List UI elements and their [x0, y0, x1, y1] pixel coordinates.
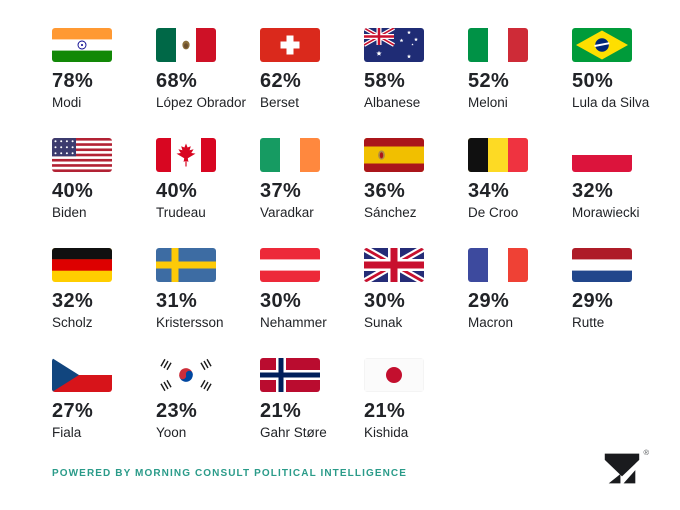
leader-name: Yoon	[156, 425, 187, 440]
leader-name: Lula da Silva	[572, 95, 650, 110]
flag-australia-icon	[364, 28, 424, 62]
leader-cell: 31% Kristersson	[156, 248, 260, 358]
leader-cell: 68% López Obrador	[156, 28, 260, 138]
flag-ireland-icon	[260, 138, 320, 172]
approval-percentage: 37%	[260, 180, 302, 202]
flag-spain-icon	[364, 138, 424, 172]
leader-cell: 27% Fiala	[52, 358, 156, 468]
flag-uk-icon	[364, 248, 424, 282]
flag-sweden-icon	[156, 248, 216, 282]
leader-cell: 29% Rutte	[572, 248, 676, 358]
flag-norway-icon	[260, 358, 320, 392]
leader-cell: 21% Kishida	[364, 358, 468, 468]
approval-percentage: 34%	[468, 180, 510, 202]
leader-cell: 40% Biden	[52, 138, 156, 248]
flag-india-icon	[52, 28, 112, 62]
approval-percentage: 52%	[468, 70, 510, 92]
approval-percentage: 29%	[468, 290, 510, 312]
leader-name: Kishida	[364, 425, 409, 440]
flag-switzerland-icon	[260, 28, 320, 62]
leader-cell: 36% Sánchez	[364, 138, 468, 248]
registered-trademark: ®	[643, 448, 649, 457]
flag-italy-icon	[468, 28, 528, 62]
leader-name: Biden	[52, 205, 87, 220]
leader-cell: 62% Berset	[260, 28, 364, 138]
leader-cell: 58% Albanese	[364, 28, 468, 138]
approval-percentage: 62%	[260, 70, 302, 92]
flag-belgium-icon	[468, 138, 528, 172]
flag-south-korea-icon	[156, 358, 216, 392]
leader-cell: 21% Gahr Støre	[260, 358, 364, 468]
approval-percentage: 32%	[572, 180, 614, 202]
approval-percentage: 58%	[364, 70, 406, 92]
leader-name: López Obrador	[156, 95, 247, 110]
approval-percentage: 30%	[260, 290, 302, 312]
flag-poland-icon	[572, 138, 632, 172]
leader-name: Sunak	[364, 315, 403, 330]
leader-name: Nehammer	[260, 315, 327, 330]
leader-name: Albanese	[364, 95, 421, 110]
leader-name: Gahr Støre	[260, 425, 327, 440]
leader-name: Fiala	[52, 425, 82, 440]
flag-austria-icon	[260, 248, 320, 282]
approval-percentage: 23%	[156, 400, 198, 422]
morning-consult-m-icon	[604, 453, 640, 484]
leader-cell: 52% Meloni	[468, 28, 572, 138]
leader-cell: 34% De Croo	[468, 138, 572, 248]
leader-name: Trudeau	[156, 205, 206, 220]
approval-percentage: 27%	[52, 400, 94, 422]
leader-name: Meloni	[468, 95, 508, 110]
leader-cell: 78% Modi	[52, 28, 156, 138]
flag-canada-icon	[156, 138, 216, 172]
approval-percentage: 21%	[364, 400, 406, 422]
leader-name: Sánchez	[364, 205, 417, 220]
leader-cell: 29% Macron	[468, 248, 572, 358]
flag-germany-icon	[52, 248, 112, 282]
leader-name: Morawiecki	[572, 205, 640, 220]
flag-mexico-icon	[156, 28, 216, 62]
credit-line: POWERED BY MORNING CONSULT POLITICAL INT…	[52, 468, 408, 479]
leaders-approval-grid: 78% Modi 68% López Obrador 62% Berset 58…	[52, 28, 676, 468]
leader-name: Kristersson	[156, 315, 224, 330]
flag-japan-icon	[364, 358, 424, 392]
leader-name: Modi	[52, 95, 82, 110]
leader-cell: 30% Nehammer	[260, 248, 364, 358]
flag-brazil-icon	[572, 28, 632, 62]
approval-percentage: 40%	[52, 180, 94, 202]
flag-netherlands-icon	[572, 248, 632, 282]
leader-name: Berset	[260, 95, 300, 110]
leader-cell: 32% Scholz	[52, 248, 156, 358]
approval-percentage: 68%	[156, 70, 198, 92]
leader-name: Macron	[468, 315, 514, 330]
flag-france-icon	[468, 248, 528, 282]
approval-percentage: 30%	[364, 290, 406, 312]
leader-cell: 37% Varadkar	[260, 138, 364, 248]
leader-cell: 30% Sunak	[364, 248, 468, 358]
approval-percentage: 29%	[572, 290, 614, 312]
leader-cell: 50% Lula da Silva	[572, 28, 676, 138]
approval-percentage: 32%	[52, 290, 94, 312]
leader-cell: 32% Morawiecki	[572, 138, 676, 248]
leader-cell: 23% Yoon	[156, 358, 260, 468]
leader-name: De Croo	[468, 205, 519, 220]
morning-consult-logo: ®	[604, 448, 649, 486]
flag-usa-icon	[52, 138, 112, 172]
flag-czechia-icon	[52, 358, 112, 392]
approval-percentage: 36%	[364, 180, 406, 202]
leader-cell: 40% Trudeau	[156, 138, 260, 248]
approval-percentage: 50%	[572, 70, 614, 92]
approval-percentage: 78%	[52, 70, 94, 92]
approval-percentage: 31%	[156, 290, 198, 312]
approval-percentage: 21%	[260, 400, 302, 422]
approval-percentage: 40%	[156, 180, 198, 202]
leader-name: Scholz	[52, 315, 93, 330]
leader-name: Varadkar	[260, 205, 314, 220]
leader-name: Rutte	[572, 315, 605, 330]
